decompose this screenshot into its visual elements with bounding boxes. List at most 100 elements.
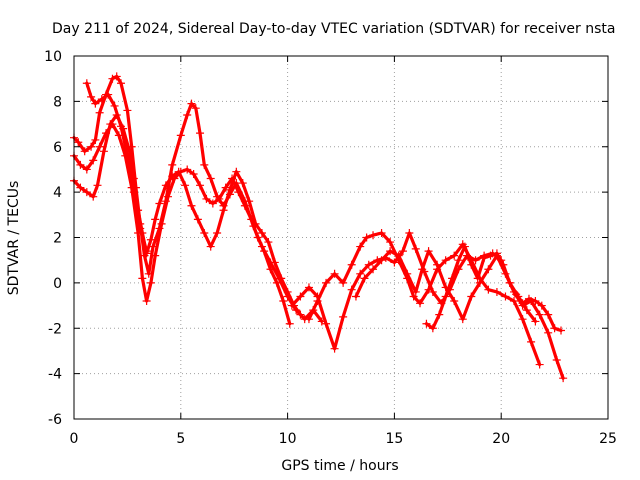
x-tick-label: 20 xyxy=(492,431,510,447)
data-point xyxy=(454,256,463,265)
data-point xyxy=(550,324,559,333)
data-point xyxy=(394,251,403,260)
data-point xyxy=(287,301,296,310)
series-arc-8 xyxy=(422,242,566,335)
grid xyxy=(74,56,608,419)
data-point xyxy=(129,188,138,197)
x-tick-label: 15 xyxy=(385,431,403,447)
data-point xyxy=(512,290,521,299)
data-point xyxy=(518,315,527,324)
data-point xyxy=(351,292,360,301)
data-series xyxy=(70,72,568,383)
data-point xyxy=(296,292,305,301)
data-point xyxy=(87,92,96,101)
data-point xyxy=(458,315,467,324)
y-tick-label: 8 xyxy=(53,94,62,110)
series-arc-2 xyxy=(70,72,326,326)
data-point xyxy=(369,265,378,274)
data-point xyxy=(505,278,514,287)
data-point xyxy=(362,233,371,242)
data-point xyxy=(232,167,241,176)
y-tick-label: -2 xyxy=(48,321,62,337)
data-point xyxy=(435,310,444,319)
data-point xyxy=(544,310,553,319)
data-point xyxy=(219,201,228,210)
data-point xyxy=(225,190,234,199)
data-point xyxy=(123,106,132,115)
data-point xyxy=(450,297,459,306)
data-point xyxy=(356,242,365,251)
axis-ticks: -6 -4 -2 0 2 4 6 8 10 0 5 10 15 20 25 xyxy=(44,49,617,447)
data-point xyxy=(360,274,369,283)
data-point xyxy=(215,194,224,203)
data-point xyxy=(213,228,222,237)
data-point xyxy=(339,278,348,287)
y-tick-label: 6 xyxy=(53,140,62,156)
x-tick-label: 5 xyxy=(176,431,185,447)
y-tick-label: 10 xyxy=(44,49,62,65)
data-point xyxy=(537,301,546,310)
data-point xyxy=(102,129,111,138)
data-point xyxy=(524,294,533,303)
data-point xyxy=(428,287,437,296)
data-point xyxy=(450,251,459,260)
data-point xyxy=(97,95,106,104)
data-point xyxy=(112,72,121,81)
data-point xyxy=(486,251,495,260)
data-point xyxy=(257,228,266,237)
data-point xyxy=(82,165,91,174)
series-arc-1 xyxy=(70,110,305,319)
data-point xyxy=(339,312,348,321)
data-point xyxy=(377,256,386,265)
data-point xyxy=(484,265,493,274)
data-point xyxy=(260,247,269,256)
data-point xyxy=(82,79,91,88)
data-point xyxy=(535,310,544,319)
data-point xyxy=(76,183,85,192)
series-line xyxy=(424,245,563,333)
data-point xyxy=(221,183,230,192)
data-point xyxy=(91,99,100,108)
y-tick-label: -6 xyxy=(48,412,62,428)
data-point xyxy=(522,306,531,315)
data-point xyxy=(89,192,98,201)
data-point xyxy=(108,74,117,83)
data-point xyxy=(292,306,301,315)
data-point xyxy=(552,356,561,365)
data-point xyxy=(403,269,412,278)
data-point xyxy=(475,278,484,287)
data-point xyxy=(428,324,437,333)
data-point xyxy=(467,260,476,269)
data-point xyxy=(193,215,202,224)
data-point xyxy=(510,297,519,306)
data-point xyxy=(409,292,418,301)
data-point xyxy=(283,292,292,301)
y-tick-label: 4 xyxy=(53,185,62,201)
data-point xyxy=(411,244,420,253)
data-point xyxy=(240,201,249,210)
data-point xyxy=(322,278,331,287)
data-point xyxy=(176,131,185,140)
data-point xyxy=(480,253,489,262)
data-point xyxy=(142,247,151,256)
data-point xyxy=(544,328,553,337)
data-point xyxy=(136,224,145,233)
data-point xyxy=(123,151,132,160)
data-point xyxy=(285,319,294,328)
x-tick-label: 0 xyxy=(70,431,79,447)
data-point xyxy=(116,79,125,88)
data-point xyxy=(99,147,108,156)
chart-title: Day 211 of 2024, Sidereal Day-to-day VTE… xyxy=(52,21,615,37)
data-point xyxy=(93,181,102,190)
data-point xyxy=(433,260,442,269)
data-point xyxy=(424,285,433,294)
data-point xyxy=(189,169,198,178)
data-point xyxy=(163,192,172,201)
data-point xyxy=(322,319,331,328)
data-point xyxy=(501,292,510,301)
data-point xyxy=(467,292,476,301)
data-point xyxy=(473,274,482,283)
data-point xyxy=(206,174,215,183)
x-axis-label: GPS time / hours xyxy=(281,458,398,474)
